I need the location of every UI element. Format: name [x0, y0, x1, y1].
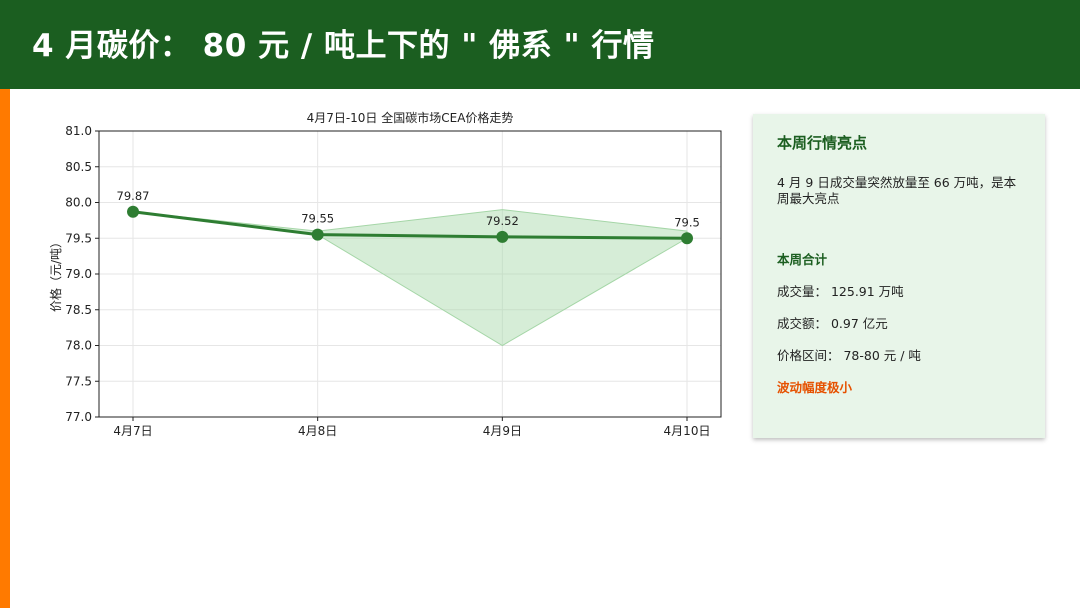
data-point [496, 230, 509, 243]
data-label: 79.55 [301, 212, 334, 226]
chart-svg: 4月7日-10日 全国碳市场CEA价格走势 77.0 77.5 78.0 78.5 79.… [48, 110, 722, 438]
data-point [311, 228, 324, 241]
y-tick-label: 77.5 [65, 374, 92, 388]
panel-title: 本周行情亮点 [777, 134, 868, 152]
title-bar: 4 月碳价： 80 元 / 吨上下的 " 佛系 " 行情 [0, 0, 1080, 89]
volume-text: 成交量： 125.91 万吨 [777, 284, 904, 299]
y-tick-label: 78.0 [65, 339, 92, 353]
y-tick-label: 77.0 [65, 410, 92, 424]
y-tick-label: 80.0 [65, 196, 92, 210]
page-title: 4 月碳价： 80 元 / 吨上下的 " 佛系 " 行情 [32, 28, 655, 64]
y-tick-label: 80.5 [65, 160, 92, 174]
y-axis-label: 价格（元/吨） [48, 236, 63, 312]
volatility-note: 波动幅度极小 [777, 380, 853, 395]
x-tick-label: 4月10日 [664, 424, 711, 438]
data-label: 79.52 [486, 214, 519, 228]
summary-title: 本周合计 [777, 252, 828, 267]
y-tick-label: 79.5 [65, 231, 92, 245]
chart-title: 4月7日-10日 全国碳市场CEA价格走势 [307, 110, 514, 125]
price-line [132, 210, 688, 240]
x-tick-label: 4月8日 [298, 424, 337, 438]
accent-bar [0, 89, 10, 608]
x-tick-label: 4月7日 [113, 424, 152, 438]
y-tick-label: 81.0 [65, 124, 92, 138]
highlight-text: 4 月 9 日成交量突然放量至 66 万吨，是本周最大亮点 [777, 175, 1017, 206]
data-point [127, 205, 139, 218]
y-tick-label: 79.0 [65, 267, 92, 281]
highlights-panel: 本周行情亮点 4 月 9 日成交量突然放量至 66 万吨，是本周最大亮点 本周合… [753, 114, 1045, 438]
x-tick-label: 4月9日 [483, 424, 522, 438]
price-range-text: 价格区间： 78-80 元 / 吨 [777, 348, 921, 363]
data-label: 79.87 [117, 189, 150, 203]
price-chart: 4月7日-10日 全国碳市场CEA价格走势 77.0 77.5 78.0 78.5 79.… [40, 100, 740, 450]
amount-text: 成交额： 0.97 亿元 [777, 316, 888, 331]
price-range-band [132, 209, 688, 347]
data-label: 79.5 [674, 215, 700, 229]
y-tick-label: 78.5 [65, 303, 92, 317]
data-point [681, 232, 693, 245]
